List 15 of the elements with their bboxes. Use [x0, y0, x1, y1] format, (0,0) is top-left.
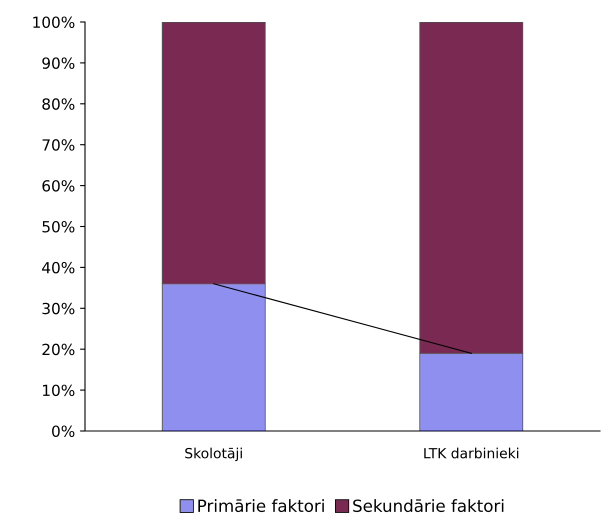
y-tick-label: 90% [42, 57, 74, 69]
y-tick-label: 50% [42, 220, 74, 233]
y-tick-label: 80% [42, 98, 74, 110]
x-tick-label: Skolotāji [185, 448, 242, 462]
y-tick-label: 40% [42, 262, 74, 274]
y-tick-label: 60% [42, 180, 74, 192]
y-tick-label: 0% [52, 425, 74, 438]
y-tick-label: 20% [42, 344, 74, 356]
y-tick-label: 100% [33, 16, 74, 28]
legend-label: Primārie faktori [198, 499, 324, 512]
y-tick-label: 10% [43, 384, 74, 396]
legend-label: Sekundārie faktori [353, 499, 504, 512]
y-tick-label: 30% [42, 302, 74, 314]
x-tick-label: LTK darbinieki [424, 448, 518, 458]
y-tick-label: 70% [42, 139, 74, 151]
